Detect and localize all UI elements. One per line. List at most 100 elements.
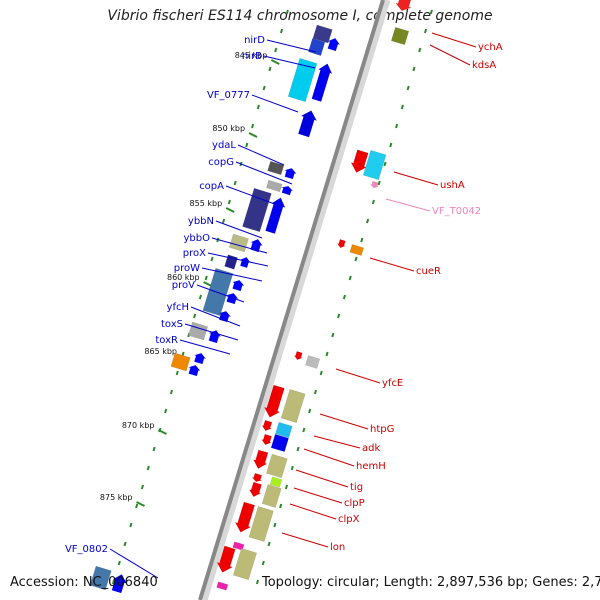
ring-dash [111, 579, 116, 585]
gene-block-forward [287, 57, 318, 103]
gene-block-forward [202, 267, 234, 317]
gene-label-ychA: ychA [478, 42, 503, 53]
gene-block-reverse [263, 384, 285, 418]
gene-block-reverse [349, 244, 365, 256]
gene-block-reverse [280, 388, 306, 424]
gene-block-forward [89, 565, 112, 591]
gene-block-reverse [248, 481, 262, 498]
ring-dash [319, 370, 323, 376]
gene-block-reverse [275, 421, 293, 439]
ring-dash [251, 123, 255, 129]
gene-label-VF_0777: VF_0777 [207, 90, 250, 101]
gene-block-reverse [261, 433, 273, 446]
gene-label-hemH: hemH [356, 461, 386, 472]
gene-label-adk: adk [362, 443, 380, 454]
ring-dash [308, 408, 312, 414]
backbone-shadow [200, 0, 391, 600]
gene-block-reverse [216, 545, 236, 573]
leader-line-left [179, 339, 231, 355]
ring-dash [233, 180, 237, 186]
ring-dash [164, 408, 168, 414]
gene-label-VF_0802: VF_0802 [65, 544, 108, 555]
ring-dash [274, 47, 278, 53]
gene-block-reverse [261, 419, 273, 432]
ring-dash [210, 256, 214, 262]
ring-dash [262, 85, 266, 91]
leader-line-left [190, 306, 241, 327]
gene-label-lon: lon [330, 542, 345, 553]
gene-block-forward [187, 364, 201, 377]
gene-label-kdsA: kdsA [472, 60, 496, 71]
leader-line-left [237, 144, 285, 166]
ring-dash [418, 47, 422, 53]
kbp-tick-label: 845 kbp [235, 51, 268, 60]
ring-dash [429, 9, 433, 15]
ring-dash [279, 503, 283, 509]
leader-line-left [109, 548, 159, 579]
kbp-tick-label: 860 kbp [167, 273, 200, 282]
gene-block-forward [266, 179, 283, 193]
ring-dash [325, 351, 329, 357]
outer-tick-ring-right [255, 9, 433, 585]
gene-label-proX: proX [183, 248, 206, 259]
ring-dash [366, 218, 370, 224]
leader-line-left [235, 161, 293, 185]
ring-dash [331, 332, 335, 338]
kbp-tick-label: 875 kbp [100, 493, 133, 502]
leader-line-left [201, 267, 263, 282]
ring-dash [313, 389, 318, 395]
leader-line-right [289, 503, 337, 520]
ring-dash [175, 370, 179, 376]
gene-block-forward [239, 256, 251, 269]
leader-line-left [211, 237, 268, 254]
gene-label-nirD: nirD [244, 35, 265, 46]
ring-dash [395, 123, 399, 129]
leader-line-right [393, 171, 439, 186]
gene-block-forward [267, 160, 285, 176]
ring-dash [261, 560, 265, 566]
gene-label-yfcH: yfcH [167, 302, 189, 313]
ring-dash [204, 275, 208, 281]
ring-dash [135, 503, 139, 509]
leader-line-right [369, 257, 415, 272]
gene-block-reverse [362, 149, 387, 181]
backbone [198, 0, 385, 600]
ring-dash [354, 256, 358, 262]
gene-block-reverse [232, 547, 258, 581]
gene-block-reverse [234, 501, 256, 533]
accession-text: Accession: NC_006840 [10, 575, 158, 590]
leader-line-left [266, 39, 317, 53]
map-title: Vibrio fischeri ES114 chromosome I, comp… [107, 8, 493, 24]
gene-block-forward [312, 24, 333, 44]
gene-label-copA: copA [199, 181, 224, 192]
gene-block-reverse [232, 541, 245, 551]
leader-line-left [184, 323, 239, 341]
ring-dash [371, 199, 375, 205]
ring-dash [140, 484, 145, 490]
leader-line-right [293, 487, 343, 504]
kbp-tick-mark [248, 132, 258, 138]
kbp-tick-label: 865 kbp [144, 347, 177, 356]
gene-label-toxS: toxS [161, 319, 183, 330]
ring-dash [389, 142, 393, 148]
ring-dash [193, 313, 197, 319]
kbp-tick-mark [158, 429, 167, 435]
leader-line-right [385, 198, 431, 212]
ring-dash [279, 28, 284, 34]
gene-block-forward [170, 352, 191, 372]
ring-dash [383, 161, 387, 167]
ring-dash [129, 522, 133, 528]
leader-line-right [295, 469, 349, 488]
leader-line-left [215, 220, 263, 239]
gene-block-reverse [265, 453, 288, 479]
leader-line-left [251, 94, 299, 113]
gene-block-reverse [305, 355, 321, 369]
leader-line-right [303, 448, 355, 467]
gene-block-reverse [390, 26, 410, 46]
gene-label-ushA: ushA [440, 180, 465, 191]
gene-block-forward [327, 37, 341, 52]
gene-block-forward [265, 197, 286, 234]
kbp-tick-mark [203, 281, 213, 287]
kbp-tick-mark [225, 207, 235, 213]
ring-dash [273, 522, 277, 528]
